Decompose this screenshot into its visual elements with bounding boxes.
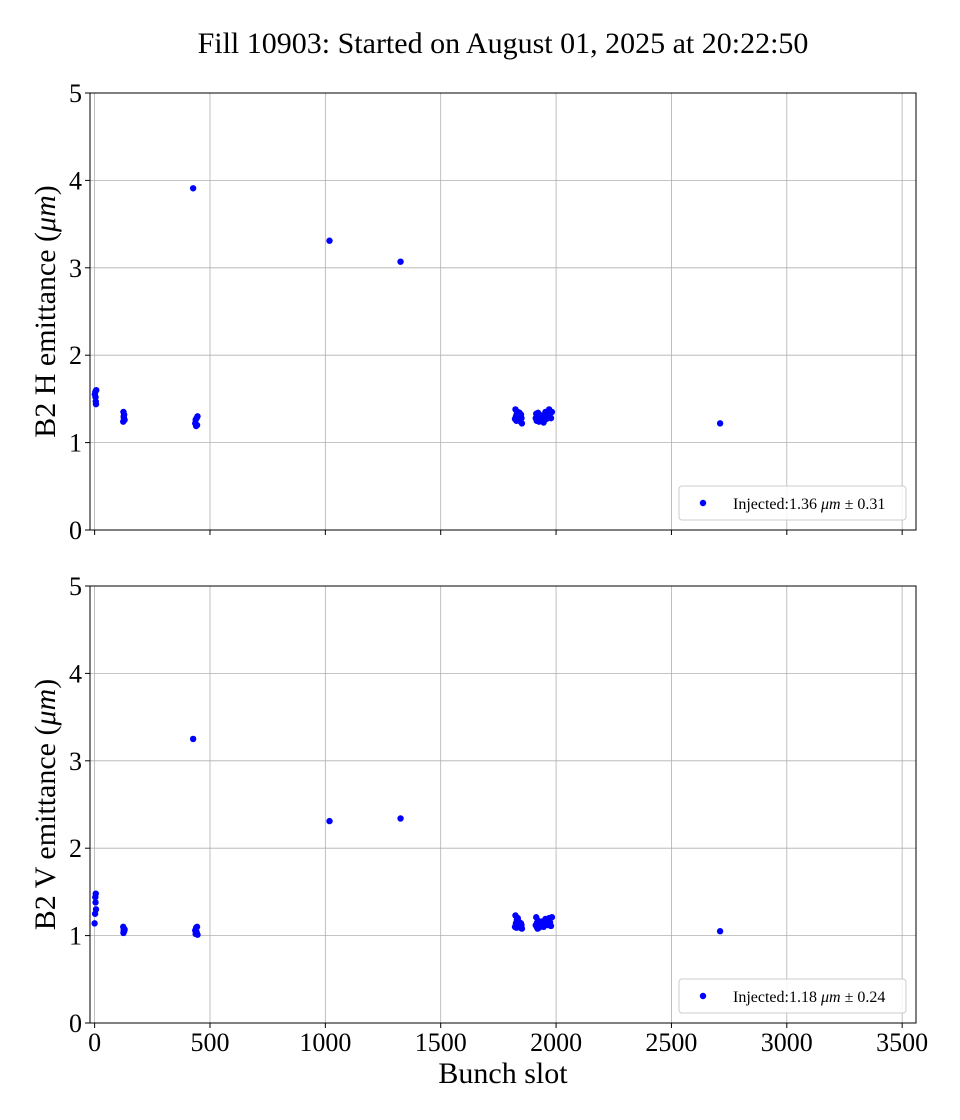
data-point — [92, 906, 100, 913]
data-point — [120, 411, 128, 418]
y-tick-label: 5 — [69, 572, 82, 601]
legend-label: Injected:1.36 μm ± 0.31 — [733, 496, 885, 513]
legend: Injected:1.18 μm ± 0.24 — [678, 978, 907, 1014]
data-point — [397, 258, 404, 265]
y-tick-label: 1 — [69, 429, 82, 458]
y-axis-label: B2 V emittance (μm) — [29, 679, 62, 930]
data-point — [189, 735, 197, 743]
data-point — [547, 414, 555, 422]
x-axis-label: Bunch slot — [438, 1057, 568, 1090]
data-point — [92, 899, 99, 906]
legend-box — [678, 978, 907, 1014]
x-tick-label: 2000 — [530, 1028, 582, 1057]
data-point — [518, 414, 525, 422]
data-point — [189, 185, 197, 192]
data-point — [547, 922, 555, 930]
data-point — [326, 817, 333, 825]
legend-label-prefix: Injected:1.18 — [733, 989, 821, 1006]
data-point — [92, 890, 99, 897]
legend-label-prefix: Injected:1.36 — [733, 496, 821, 513]
data-point — [326, 237, 333, 244]
legend-label-unit: μm — [820, 496, 841, 513]
x-tick-label: 500 — [190, 1028, 229, 1057]
y-tick-label: 2 — [69, 341, 82, 370]
data-point — [548, 408, 556, 416]
legend: Injected:1.36 μm ± 0.31 — [678, 485, 907, 521]
legend-label: Injected:1.18 μm ± 0.24 — [733, 989, 885, 1006]
x-tick-label: 0 — [88, 1028, 101, 1057]
panel-2: 0 500 1000 1500 2000 2500 3000 3500 0 1 2 3 4 5 B2 V e… — [29, 572, 928, 1090]
y-tick-label: 1 — [69, 922, 82, 951]
y-tick-label: 3 — [69, 254, 82, 283]
y-tick-label: 4 — [69, 166, 82, 195]
legend-label-unit: μm — [820, 989, 841, 1006]
legend-box — [678, 485, 907, 521]
legend-marker — [699, 499, 707, 507]
data-point — [193, 421, 201, 429]
data-point — [518, 925, 526, 932]
legend-label-suffix: ± 0.31 — [841, 496, 886, 513]
data-point — [548, 914, 556, 921]
y-axis-label-close: ) — [29, 679, 62, 689]
y-tick-label: 0 — [69, 1009, 82, 1038]
y-axis-label-unit: μm — [29, 195, 62, 233]
data-point — [518, 420, 526, 427]
x-tick-label: 3000 — [761, 1028, 813, 1057]
x-tick-label: 1500 — [415, 1028, 467, 1057]
data-point — [193, 923, 201, 931]
data-point — [91, 920, 98, 927]
y-axis-label-text: B2 V emittance ( — [29, 726, 62, 931]
y-axis-label-unit: μm — [29, 689, 62, 727]
legend-marker — [699, 992, 707, 1000]
data-point — [93, 386, 100, 394]
plot-frame — [89, 585, 917, 1024]
data-point — [397, 815, 404, 822]
chart-title: Fill 10903: Started on August 01, 2025 a… — [198, 27, 809, 60]
y-tick-label: 0 — [69, 516, 82, 545]
y-axis-label: B2 H emittance (μm) — [29, 185, 62, 438]
data-point — [92, 400, 100, 408]
y-tick-label: 4 — [69, 659, 82, 688]
data-point — [716, 928, 724, 935]
plot-frame — [89, 92, 917, 531]
y-axis-label-close: ) — [29, 185, 62, 195]
y-tick-label: 3 — [69, 747, 82, 776]
x-tick-label: 2500 — [645, 1028, 697, 1057]
x-tick-label: 3500 — [876, 1028, 928, 1057]
data-point — [121, 926, 128, 933]
data-point — [194, 413, 201, 420]
legend-label-suffix: ± 0.24 — [841, 989, 886, 1006]
y-axis-label-text: B2 H emittance ( — [29, 232, 62, 438]
data-point — [194, 931, 201, 938]
data-point — [716, 420, 724, 427]
data-point — [121, 416, 128, 424]
y-tick-label: 2 — [69, 834, 82, 863]
y-tick-label: 5 — [69, 79, 82, 108]
x-tick-label: 1000 — [299, 1028, 351, 1057]
